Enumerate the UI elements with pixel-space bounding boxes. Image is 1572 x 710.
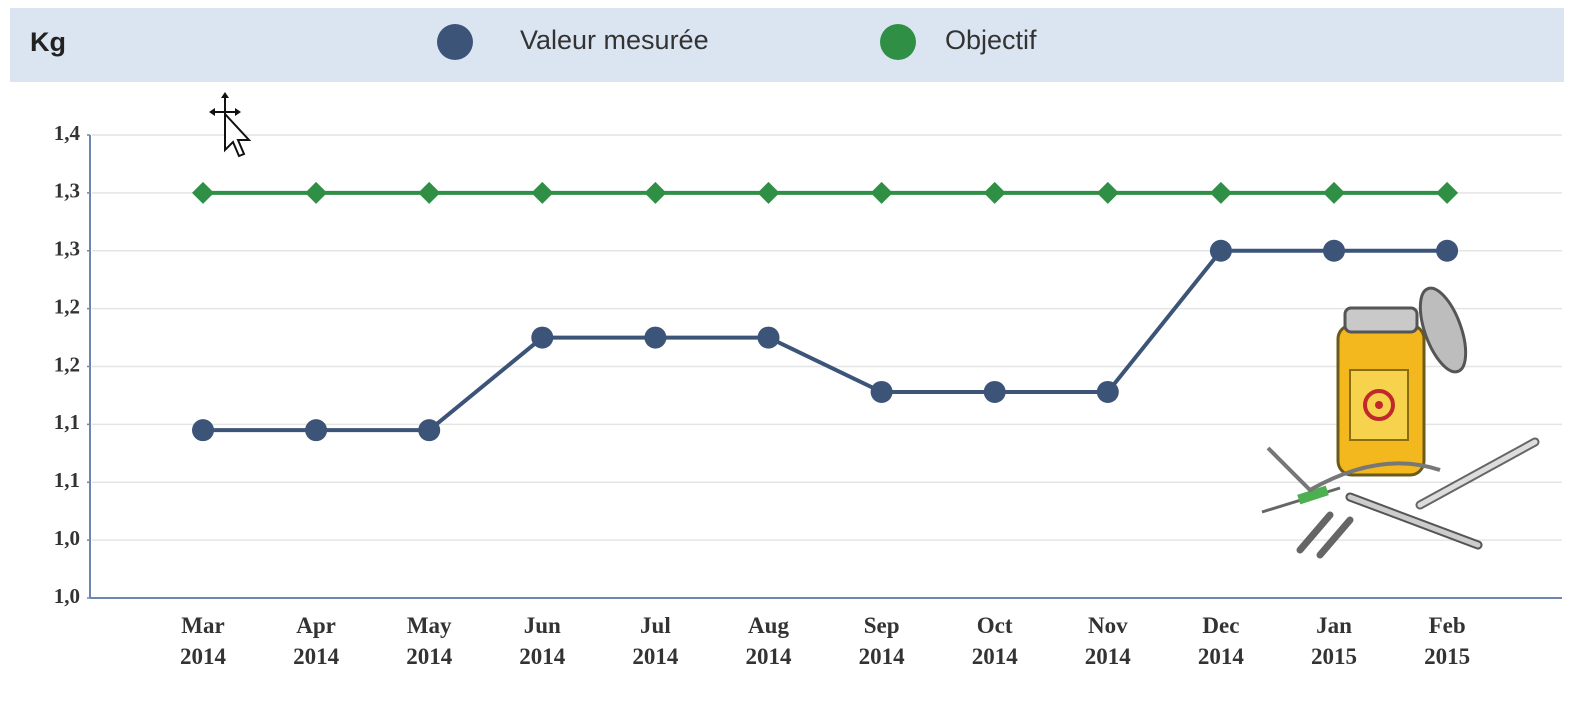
y-tick-label: 1,3 <box>54 237 80 261</box>
x-tick-label: Jan 2015 <box>1294 610 1374 672</box>
x-tick-label: May 2014 <box>389 610 469 672</box>
data-point <box>1436 240 1458 262</box>
body: {"chart_data": {"type": "line", "y_label… <box>0 0 1572 710</box>
legend-bar <box>10 8 1564 82</box>
data-point <box>1097 182 1119 204</box>
data-point <box>418 182 440 204</box>
x-tick-label: Mar 2014 <box>163 610 243 672</box>
data-point <box>644 182 666 204</box>
y-tick-label: 1,2 <box>54 352 80 376</box>
data-point <box>305 419 327 441</box>
y-tick-label: 1,1 <box>54 468 80 492</box>
x-tick-label: Dec 2014 <box>1181 610 1261 672</box>
x-tick-label: Sep 2014 <box>842 610 922 672</box>
data-point <box>1097 381 1119 403</box>
y-tick-label: 1,2 <box>54 294 80 318</box>
data-point <box>871 182 893 204</box>
page: Chart html, body { margin: 0; padding: 0… <box>0 0 1572 710</box>
legend-label: Valeur mesurée <box>520 25 709 55</box>
cursor-icon <box>209 92 249 156</box>
data-point <box>1210 240 1232 262</box>
data-point <box>305 182 327 204</box>
data-point <box>192 419 214 441</box>
y-axis-unit: Kg <box>30 27 66 57</box>
x-tick-label: Aug 2014 <box>729 610 809 672</box>
y-tick-label: 1,0 <box>54 526 80 550</box>
x-tick-label: Jun 2014 <box>502 610 582 672</box>
data-point <box>1323 182 1345 204</box>
data-point <box>418 419 440 441</box>
data-point <box>644 327 666 349</box>
data-point <box>758 182 780 204</box>
data-point <box>531 327 553 349</box>
x-tick-label: Jul 2014 <box>615 610 695 672</box>
x-tick-label: Nov 2014 <box>1068 610 1148 672</box>
data-point <box>1210 182 1232 204</box>
data-point <box>192 182 214 204</box>
x-tick-label: Apr 2014 <box>276 610 356 672</box>
y-tick-label: 1,3 <box>54 179 80 203</box>
data-point <box>1436 182 1458 204</box>
sharps-illustration <box>1262 282 1535 555</box>
y-tick-label: 1,4 <box>54 121 81 145</box>
data-point <box>984 381 1006 403</box>
y-tick-label: 1,1 <box>54 410 80 434</box>
legend-marker <box>880 24 916 60</box>
chart-container: Kg 1,0 1,0 1,1 1,1 1,2 1,2 1,3 1,3 1,4 Valeur mes… <box>0 0 1572 710</box>
data-point <box>1323 240 1345 262</box>
legend-label: Objectif <box>945 25 1037 55</box>
legend-marker <box>437 24 473 60</box>
x-tick-label: Oct 2014 <box>955 610 1035 672</box>
data-point <box>871 381 893 403</box>
data-point <box>531 182 553 204</box>
chart: Kg 1,0 1,0 1,1 1,1 1,2 1,2 1,3 1,3 1,4 Valeur mes… <box>0 0 1572 710</box>
y-tick-label: 1,0 <box>54 584 80 608</box>
series-line <box>203 251 1447 430</box>
data-point <box>758 327 780 349</box>
data-point <box>984 182 1006 204</box>
x-tick-label: Feb 2015 <box>1407 610 1487 672</box>
